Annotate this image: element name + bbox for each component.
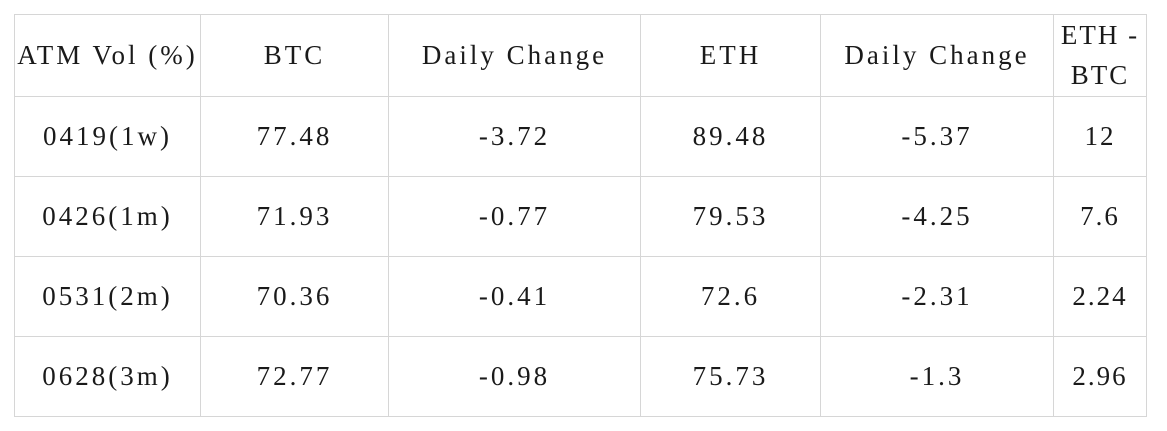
cell-eth-vol: 72.6: [640, 256, 821, 337]
header-cell-btc: BTC: [200, 14, 389, 97]
cell-btc-vol: 71.93: [200, 176, 389, 257]
header-cell-atm-vol: ATM Vol (%): [14, 14, 201, 97]
cell-eth-btc-spread: 2.24: [1053, 256, 1147, 337]
cell-btc-vol: 77.48: [200, 96, 389, 177]
cell-tenor: 0426(1m): [14, 176, 201, 257]
atm-vol-table: ATM Vol (%) BTC Daily Change ETH Daily C…: [14, 14, 1147, 417]
table-row: 0426(1m) 71.93 -0.77 79.53 -4.25 7.6: [14, 176, 1147, 257]
cell-eth-btc-spread: 2.96: [1053, 336, 1147, 417]
cell-eth-btc-spread: 12: [1053, 96, 1147, 177]
cell-btc-daily-change: -0.41: [388, 256, 641, 337]
cell-eth-daily-change: -1.3: [820, 336, 1054, 417]
cell-tenor: 0419(1w): [14, 96, 201, 177]
cell-tenor: 0531(2m): [14, 256, 201, 337]
table-row: 0419(1w) 77.48 -3.72 89.48 -5.37 12: [14, 96, 1147, 177]
cell-btc-vol: 70.36: [200, 256, 389, 337]
header-row: ATM Vol (%) BTC Daily Change ETH Daily C…: [14, 14, 1147, 97]
cell-eth-daily-change: -2.31: [820, 256, 1054, 337]
header-cell-eth-daily-change: Daily Change: [820, 14, 1054, 97]
cell-eth-vol: 79.53: [640, 176, 821, 257]
cell-btc-daily-change: -0.98: [388, 336, 641, 417]
cell-btc-vol: 72.77: [200, 336, 389, 417]
table-row: 0531(2m) 70.36 -0.41 72.6 -2.31 2.24: [14, 256, 1147, 337]
cell-tenor: 0628(3m): [14, 336, 201, 417]
cell-eth-daily-change: -5.37: [820, 96, 1054, 177]
cell-eth-btc-spread: 7.6: [1053, 176, 1147, 257]
cell-btc-daily-change: -0.77: [388, 176, 641, 257]
cell-eth-vol: 89.48: [640, 96, 821, 177]
header-cell-btc-daily-change: Daily Change: [388, 14, 641, 97]
header-cell-eth-btc-spread: ETH - BTC: [1053, 14, 1147, 97]
table-row: 0628(3m) 72.77 -0.98 75.73 -1.3 2.96: [14, 336, 1147, 417]
cell-eth-daily-change: -4.25: [820, 176, 1054, 257]
header-cell-eth: ETH: [640, 14, 821, 97]
cell-eth-vol: 75.73: [640, 336, 821, 417]
cell-btc-daily-change: -3.72: [388, 96, 641, 177]
